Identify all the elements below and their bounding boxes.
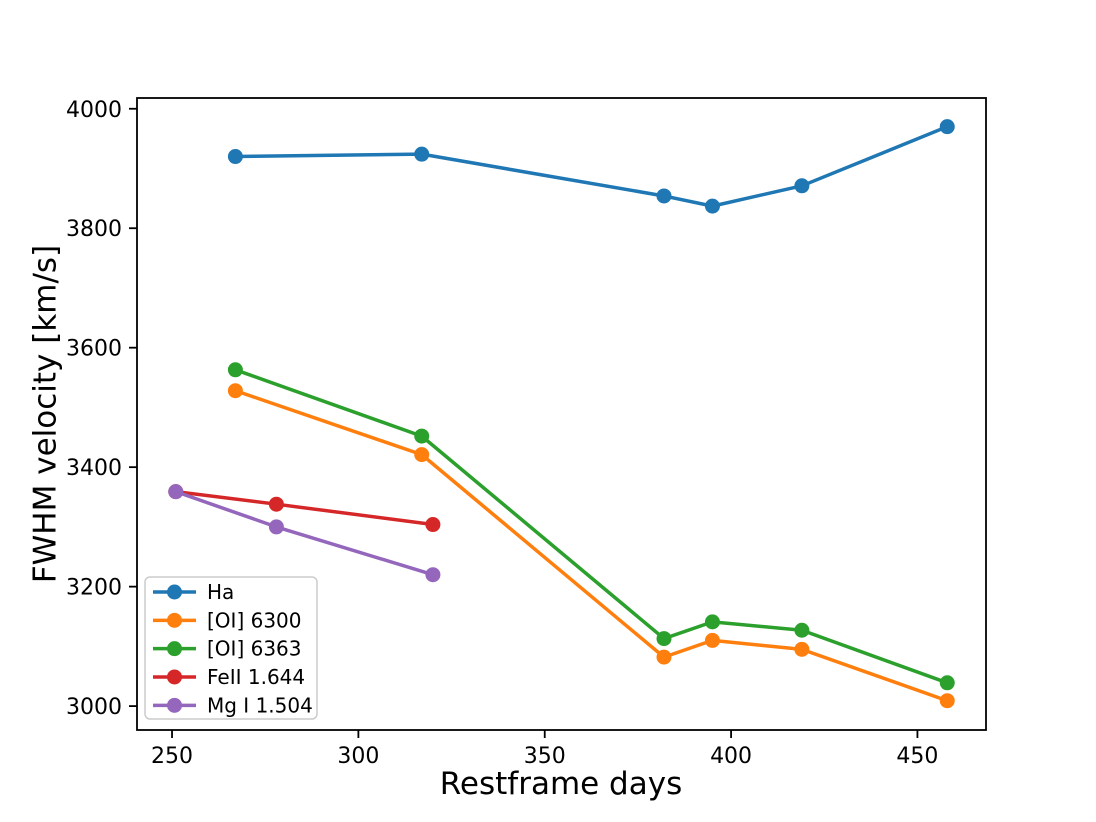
data-point — [227, 383, 243, 399]
series--oi-6300 — [227, 383, 955, 709]
legend-box — [144, 576, 318, 720]
data-point — [168, 484, 184, 500]
series--oi-6363 — [227, 362, 955, 691]
data-point — [656, 631, 672, 647]
plot-border — [136, 97, 987, 731]
x-tick-label: 450 — [896, 744, 938, 769]
legend-marker — [167, 612, 182, 628]
data-point — [414, 146, 430, 162]
data-point — [704, 614, 720, 630]
data-point — [704, 198, 720, 214]
y-tick-label: 3800 — [66, 217, 122, 242]
data-point — [414, 447, 430, 463]
legend-marker — [167, 641, 182, 657]
series-line — [234, 368, 948, 685]
series-feii-1-644 — [168, 484, 441, 533]
data-point — [414, 428, 430, 444]
legend-label: [OI] 6363 — [207, 637, 302, 661]
y-axis-label: FWHM velocity [km/s] — [27, 244, 64, 584]
legend: Ha [OI] 6300 [OI] 6363 FeII 1.644 Mg I 1.504 — [144, 576, 318, 720]
x-tick-label: 300 — [337, 744, 379, 769]
y-axis-ticks: 3000 3200 3400 3600 3800 4000 — [66, 98, 137, 720]
x-axis-ticks: 250 300 350 400 450 — [151, 730, 938, 769]
x-tick-label: 350 — [524, 744, 566, 769]
y-tick-label: 3600 — [66, 337, 122, 362]
legend-marker — [167, 669, 182, 685]
series-line — [175, 489, 434, 527]
data-point — [656, 649, 672, 665]
data-point — [268, 519, 284, 535]
legend-label: Mg I 1.504 — [207, 693, 313, 717]
legend-entry: [OI] 6300 — [153, 608, 302, 632]
data-point — [794, 641, 810, 657]
x-tick-label: 400 — [710, 744, 752, 769]
legend-marker — [167, 697, 182, 713]
y-tick-label: 3000 — [66, 695, 122, 720]
data-point — [656, 188, 672, 204]
x-axis-label: Restframe days — [439, 766, 683, 802]
data-point — [227, 149, 243, 165]
series-ha — [227, 119, 955, 214]
legend-entry: [OI] 6363 — [153, 637, 302, 661]
y-tick-label: 4000 — [66, 98, 122, 123]
data-point — [425, 517, 441, 533]
series-line — [175, 490, 434, 577]
data-point — [704, 632, 720, 648]
y-tick-label: 3400 — [66, 456, 122, 481]
x-tick-label: 250 — [151, 744, 193, 769]
legend-entry: Ha — [153, 580, 234, 604]
legend-marker — [167, 584, 182, 600]
legend-label: Ha — [207, 580, 234, 604]
data-point — [939, 693, 955, 709]
data-point — [939, 119, 955, 135]
series-line — [234, 389, 948, 703]
series-mg-i-1-504 — [168, 484, 441, 583]
legend-entry: Mg I 1.504 — [153, 693, 313, 717]
data-point — [794, 622, 810, 638]
series-line — [235, 125, 948, 208]
y-tick-label: 3200 — [66, 576, 122, 601]
data-point — [227, 362, 243, 378]
data-point — [268, 496, 284, 512]
legend-label: FeII 1.644 — [207, 665, 305, 689]
data-point — [939, 675, 955, 691]
legend-label: [OI] 6300 — [207, 608, 302, 632]
data-point — [794, 178, 810, 194]
legend-entry: FeII 1.644 — [153, 665, 305, 689]
data-point — [425, 567, 441, 583]
